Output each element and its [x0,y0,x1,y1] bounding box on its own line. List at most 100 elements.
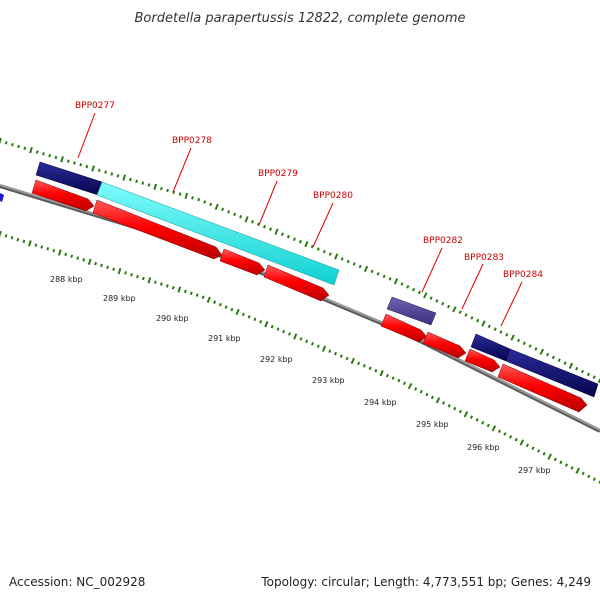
scale-label: 291 kbp [208,334,241,343]
major-tick [264,321,269,328]
minor-tick [516,338,521,343]
minor-tick [35,150,39,154]
forward-gene-arrow[interactable] [380,313,428,343]
gene-BPP0284-bar[interactable] [505,348,599,398]
minor-tick [201,295,205,300]
minor-tick [73,161,76,165]
minor-tick [17,144,20,149]
minor-tick [286,234,290,239]
minor-tick [10,235,14,240]
minor-tick [505,333,509,337]
major-tick [28,240,32,247]
minor-tick [276,327,280,331]
minor-tick [435,299,439,303]
minor-tick [16,237,20,242]
minor-tick [82,258,86,262]
gene-label-BPP0279[interactable]: BPP0279 [258,169,298,179]
minor-tick [575,366,579,371]
minor-tick [598,480,600,484]
minor-tick [453,406,457,411]
minor-tick [441,301,445,306]
major-tick [0,137,2,145]
gene-label-BPP0280[interactable]: BPP0280 [313,191,353,201]
major-tick [481,320,486,327]
minor-tick [376,272,380,276]
minor-tick [469,415,474,419]
minor-tick [46,247,50,251]
minor-tick [287,332,292,336]
gene-label-BPP0284[interactable]: BPP0284 [503,270,543,280]
minor-tick [224,305,228,309]
gene-label-BPP0282[interactable]: BPP0282 [423,236,463,246]
minor-tick [171,285,175,290]
minor-tick [76,256,80,260]
forward-gene-arrow[interactable] [92,199,223,260]
forward-gene-arrow[interactable] [497,363,588,413]
major-tick [91,165,95,172]
partial-gene-left[interactable] [0,193,4,202]
major-tick [235,308,240,316]
major-tick [177,286,182,293]
major-tick [147,277,152,284]
minor-tick [370,269,374,274]
minor-tick [85,164,89,169]
minor-tick [11,142,14,147]
minor-tick [458,310,462,314]
minor-tick [346,259,350,264]
minor-tick [183,289,187,294]
major-tick [206,296,211,303]
major-tick [321,345,327,352]
minor-tick [442,401,446,405]
major-tick [184,192,189,200]
gene-BPP0282-bar[interactable] [386,296,437,326]
forward-gene-arrow[interactable] [263,264,330,302]
minor-tick [247,315,251,319]
minor-tick [54,155,58,160]
minor-tick [382,274,386,279]
minor-tick [142,276,145,281]
minor-tick [328,349,332,353]
gene-BPP0278-bar[interactable] [96,181,340,286]
minor-tick [189,291,193,296]
minor-tick [362,364,366,368]
scale-label: 290 kbp [156,314,189,323]
minor-tick [270,324,274,329]
forward-gene-arrow[interactable] [464,348,501,373]
scale-label: 295 kbp [416,420,449,429]
minor-tick [388,277,392,281]
forward-gene-arrow[interactable] [219,248,266,276]
minor-tick [197,197,201,202]
minor-tick [52,248,56,253]
minor-tick [299,337,303,341]
minor-tick [486,423,490,428]
minor-tick [259,320,263,324]
major-tick [304,240,309,248]
minor-tick [419,389,423,394]
forward-gene-arrow[interactable] [422,331,467,359]
minor-tick [239,215,243,219]
minor-tick [116,174,120,178]
forward-gene-arrow[interactable] [31,179,95,212]
minor-tick [48,153,52,158]
minor-tick [209,202,213,207]
minor-tick [42,152,45,156]
minor-tick [160,186,163,191]
minor-tick [328,252,332,256]
minor-tick [481,421,485,425]
minor-tick [64,252,68,257]
minor-tick [537,449,541,453]
gene-label-BPP0278[interactable]: BPP0278 [172,136,212,146]
gene-label-BPP0283[interactable]: BPP0283 [464,253,504,263]
gene-label-BPP0277[interactable]: BPP0277 [75,101,115,111]
minor-tick [592,375,596,379]
minor-tick [160,282,163,286]
major-tick [244,216,249,223]
major-tick [452,306,457,313]
scale-labels: 288 kbp 289 kbp 290 kbp 291 kbp 292 kbp … [50,275,551,475]
minor-tick [106,265,109,270]
inner-tick-track [0,230,600,484]
minor-tick [298,239,302,244]
minor-tick [233,212,237,217]
minor-tick [305,339,309,344]
minor-tick [124,271,127,275]
